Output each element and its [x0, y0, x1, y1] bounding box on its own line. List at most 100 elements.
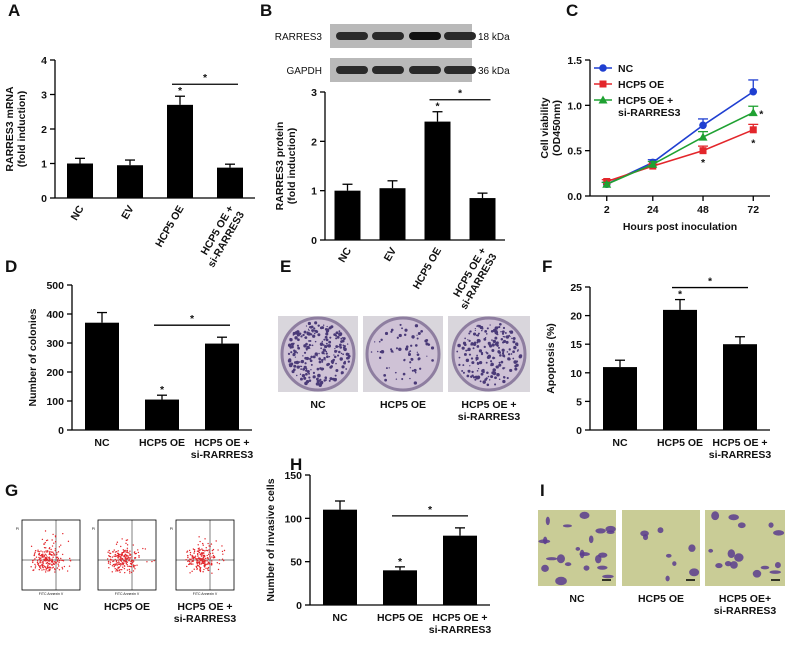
colony — [323, 348, 327, 352]
event — [49, 559, 52, 561]
colony — [425, 338, 429, 342]
event — [206, 554, 208, 557]
event — [126, 569, 129, 571]
colony — [299, 365, 301, 368]
well — [451, 316, 527, 392]
event — [123, 554, 126, 557]
colony — [380, 350, 385, 354]
event — [116, 562, 119, 564]
event — [34, 567, 37, 569]
colony — [319, 326, 323, 330]
event — [114, 551, 117, 553]
text-line: HCP5 OE + — [177, 601, 232, 613]
colony — [330, 325, 334, 329]
event — [197, 544, 199, 546]
event — [114, 553, 116, 556]
event — [117, 550, 119, 552]
image-label: NC — [43, 601, 59, 613]
cell — [711, 511, 720, 521]
x-tick-label: HCP5 OE +si-RARRES3 — [429, 612, 492, 636]
event — [189, 558, 191, 560]
colony — [495, 343, 498, 345]
colony — [471, 361, 475, 365]
event — [46, 558, 48, 561]
event — [43, 558, 46, 560]
event — [195, 558, 198, 560]
event — [199, 558, 201, 561]
text-line: HCP5 OE + — [712, 437, 767, 449]
event — [119, 555, 121, 557]
cell — [595, 528, 606, 534]
colony — [483, 345, 486, 349]
event — [34, 563, 36, 566]
legend-label: HCP5 OE — [618, 79, 664, 91]
colony — [474, 329, 476, 332]
colony — [328, 340, 332, 344]
event — [212, 557, 215, 559]
event — [117, 557, 119, 559]
colony — [490, 360, 493, 363]
x-tick-label: HCP5 OE +si-RARRES3 — [191, 437, 254, 461]
colony — [312, 355, 316, 359]
significance-star: * — [190, 313, 195, 325]
event — [137, 551, 140, 554]
event — [109, 552, 112, 555]
event — [121, 554, 123, 557]
colony — [519, 354, 523, 358]
colony — [506, 376, 509, 380]
blot-band — [372, 32, 404, 40]
colony — [290, 351, 293, 354]
event — [194, 557, 197, 559]
event — [192, 560, 194, 562]
y-tick-label: 25 — [570, 282, 582, 294]
bar — [85, 322, 119, 430]
colony — [416, 351, 418, 353]
data-point — [648, 159, 658, 168]
text-line: (fold induction) — [286, 128, 298, 204]
colony — [287, 352, 291, 355]
colony — [480, 352, 484, 356]
colony — [313, 332, 316, 335]
colony — [503, 367, 506, 369]
event — [134, 568, 136, 570]
event — [198, 557, 200, 559]
colony — [496, 333, 499, 336]
colony — [374, 341, 376, 343]
event — [196, 568, 198, 570]
y-tick-label: 2 — [41, 124, 47, 136]
event — [197, 555, 199, 557]
event — [199, 570, 202, 573]
colony — [395, 347, 398, 350]
event — [62, 532, 64, 535]
bar — [379, 188, 406, 240]
event — [53, 554, 56, 556]
colony — [495, 365, 498, 368]
colony — [501, 332, 505, 335]
event — [129, 557, 132, 559]
cell — [595, 554, 602, 564]
event — [188, 560, 190, 562]
colony — [343, 347, 347, 352]
event — [128, 557, 130, 559]
cell — [665, 575, 670, 582]
cell — [642, 534, 649, 541]
event — [208, 551, 211, 553]
cell — [672, 561, 677, 566]
event — [198, 562, 200, 564]
colony — [495, 333, 498, 335]
event — [61, 568, 64, 570]
cell — [774, 561, 781, 569]
colony — [491, 339, 493, 341]
event — [52, 551, 54, 553]
event — [129, 550, 131, 552]
colony — [293, 349, 296, 352]
event — [189, 572, 191, 574]
bar — [334, 190, 361, 240]
event — [51, 545, 54, 547]
event — [115, 570, 117, 572]
colony — [408, 353, 411, 356]
colony — [485, 351, 487, 353]
blot-label: RARRES3 — [275, 32, 323, 43]
event — [121, 557, 124, 560]
